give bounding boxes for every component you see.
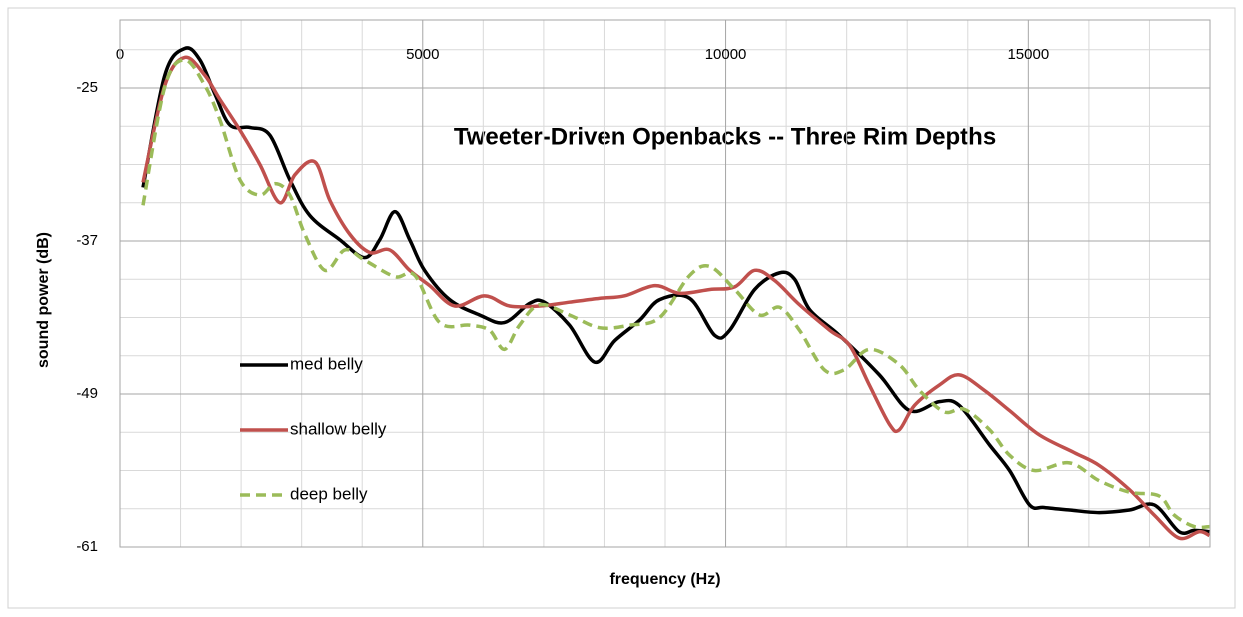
y-tick-label: -61 bbox=[76, 538, 98, 555]
x-tick-label: 10000 bbox=[705, 46, 747, 63]
x-tick-label: 15000 bbox=[1007, 46, 1049, 63]
x-tick-label: 5000 bbox=[406, 46, 439, 63]
y-tick-label: -49 bbox=[76, 385, 98, 402]
y-tick-label: -25 bbox=[76, 79, 98, 96]
y-tick-label: -37 bbox=[76, 232, 98, 249]
y-axis-label: sound power (dB) bbox=[35, 232, 52, 368]
chart-title: Tweeter-Driven Openbacks -- Three Rim De… bbox=[454, 123, 996, 150]
series-line bbox=[141, 55, 1211, 541]
plot-border bbox=[119, 19, 1211, 548]
series-line bbox=[141, 46, 1210, 536]
legend-label: shallow belly bbox=[290, 419, 387, 438]
legend-label: deep belly bbox=[290, 484, 368, 503]
legend-label: med belly bbox=[290, 354, 363, 373]
chart-border bbox=[7, 7, 1236, 609]
series-line bbox=[141, 58, 1210, 530]
x-axis-label: frequency (Hz) bbox=[609, 571, 720, 588]
